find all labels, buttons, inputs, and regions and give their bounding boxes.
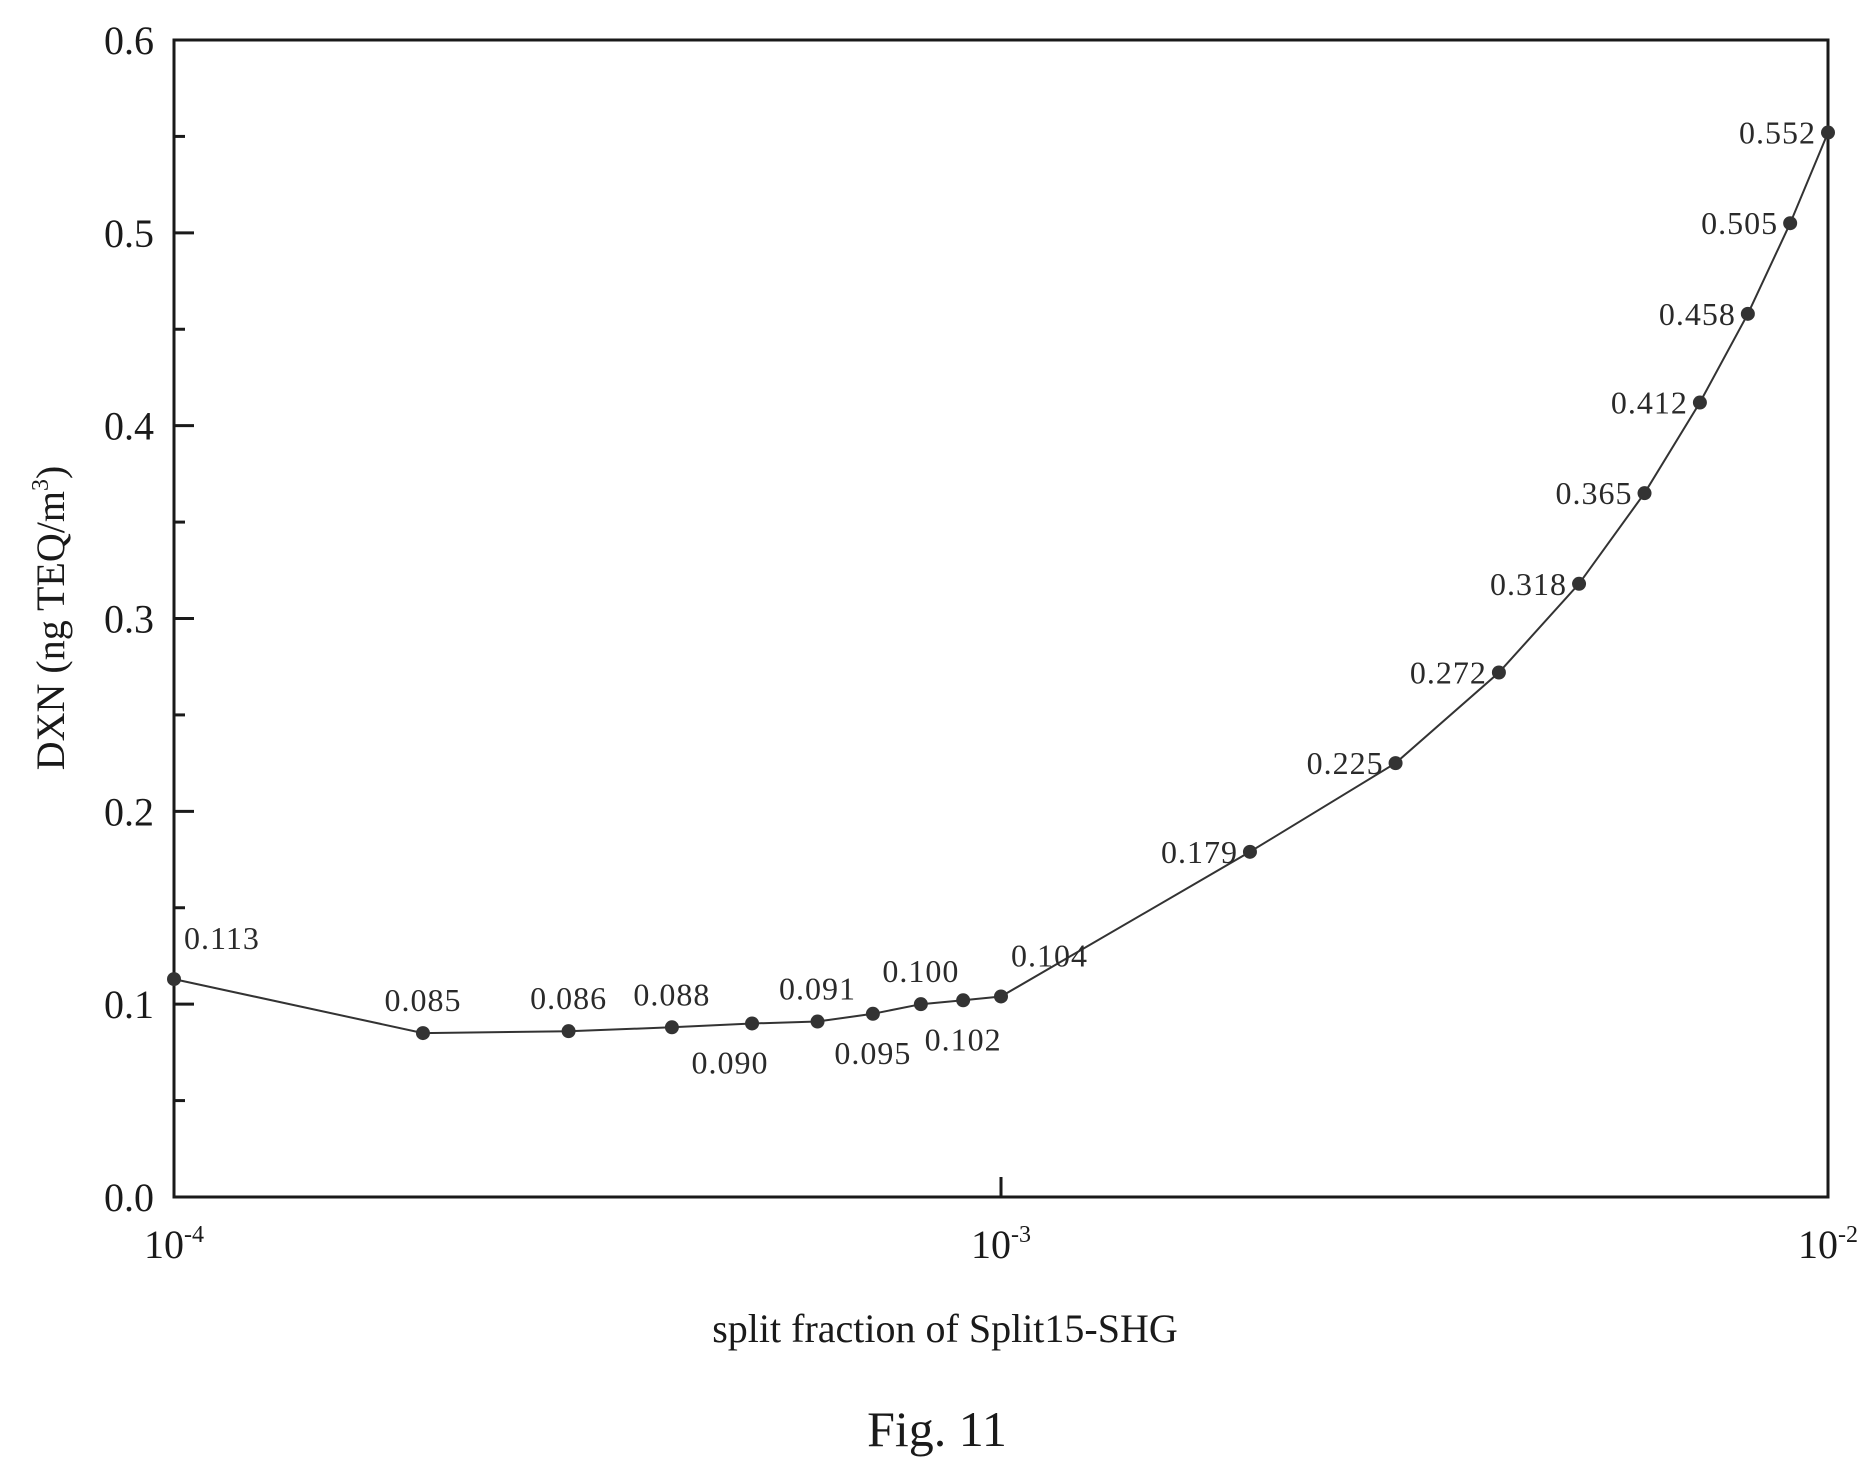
- figure-caption: Fig. 11: [867, 1401, 1007, 1457]
- data-point: [956, 993, 971, 1008]
- data-label: 0.085: [384, 982, 461, 1018]
- data-point: [664, 1020, 679, 1035]
- x-axis-title: split fraction of Split15-SHG: [712, 1306, 1178, 1351]
- data-label: 0.091: [779, 971, 856, 1007]
- x-tick-label-exponent: -2: [1838, 1222, 1858, 1248]
- data-label: 0.104: [1011, 937, 1088, 973]
- data-label: 0.365: [1556, 475, 1633, 511]
- data-label: 0.086: [530, 980, 607, 1016]
- data-point: [415, 1026, 430, 1041]
- x-tick-label-base: 10: [144, 1222, 184, 1267]
- y-axis-title-superscript: 3: [28, 479, 54, 491]
- x-axis-ticks: [172, 1177, 1830, 1197]
- data-label: 0.102: [925, 1021, 1002, 1057]
- x-tick-label-base: 10: [971, 1222, 1011, 1267]
- data-label: 0.113: [184, 920, 260, 956]
- x-tick-label-exponent: -3: [1011, 1222, 1031, 1248]
- y-tick-label: 0.6: [104, 18, 154, 63]
- data-point: [167, 972, 181, 987]
- data-point: [865, 1006, 880, 1021]
- data-point: [810, 1014, 825, 1029]
- y-axis-ticks: [174, 38, 194, 1199]
- data-point: [1491, 665, 1506, 680]
- data-label: 0.100: [882, 953, 959, 989]
- y-tick-label: 0.2: [104, 789, 154, 834]
- data-label: 0.318: [1490, 566, 1567, 602]
- y-axis-tick-labels: 0.0 0.1 0.2 0.3 0.4 0.5 0.6: [104, 18, 154, 1220]
- y-tick-label: 0.5: [104, 211, 154, 256]
- data-point: [994, 989, 1008, 1004]
- data-label: 0.458: [1659, 296, 1736, 332]
- data-label: 0.095: [834, 1035, 911, 1071]
- data-label: 0.272: [1410, 654, 1487, 690]
- data-label: 0.088: [633, 976, 710, 1012]
- y-tick-label: 0.1: [104, 982, 154, 1027]
- y-tick-label: 0.4: [104, 404, 154, 449]
- data-label: 0.179: [1161, 834, 1238, 870]
- y-tick-label: 0.3: [104, 597, 154, 642]
- data-label: 0.225: [1307, 745, 1384, 781]
- y-tick-label: 0.0: [104, 1175, 154, 1220]
- data-point: [1242, 844, 1257, 859]
- data-point: [1637, 486, 1652, 501]
- data-point: [745, 1016, 760, 1031]
- data-point: [1388, 756, 1403, 771]
- x-tick-label: 10-2: [1798, 1222, 1858, 1267]
- data-point: [1572, 576, 1587, 591]
- y-axis-title-main: DXN (ng TEQ/m: [28, 491, 73, 770]
- y-axis-title-close: ): [28, 466, 73, 479]
- x-axis-tick-labels: 10-4 10-3 10-2: [144, 1222, 1858, 1267]
- data-label: 0.090: [692, 1044, 769, 1080]
- data-labels: 0.113 0.085 0.086 0.088 0.090 0.091 0.095 0.100…: [184, 115, 1816, 1081]
- x-tick-label-exponent: -4: [184, 1222, 204, 1248]
- data-label: 0.505: [1701, 205, 1778, 241]
- y-axis-title: DXN (ng TEQ/m3): [28, 466, 73, 771]
- data-point: [1783, 216, 1798, 231]
- data-points: [167, 125, 1835, 1041]
- x-tick-label: 10-3: [971, 1222, 1031, 1267]
- data-point: [561, 1024, 576, 1039]
- data-point: [913, 997, 928, 1012]
- data-point: [1692, 395, 1707, 410]
- data-label: 0.412: [1611, 385, 1688, 421]
- x-tick-label: 10-4: [144, 1222, 204, 1267]
- data-label: 0.552: [1739, 115, 1816, 151]
- x-tick-label-base: 10: [1798, 1222, 1838, 1267]
- data-point: [1740, 306, 1755, 321]
- data-point: [1821, 125, 1835, 140]
